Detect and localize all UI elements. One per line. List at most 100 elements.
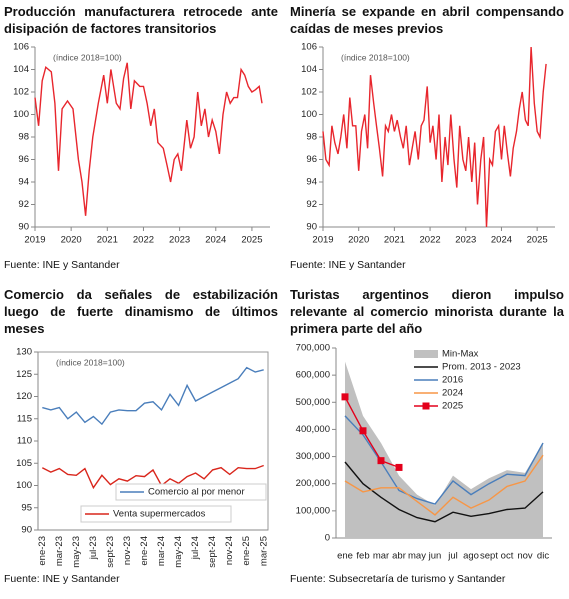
point-marker bbox=[377, 457, 385, 465]
y-tick-label: 98 bbox=[306, 132, 317, 143]
plot-frame bbox=[37, 351, 269, 531]
x-tick-label: jul bbox=[447, 551, 458, 562]
x-tick-label: ene-23 bbox=[37, 536, 48, 566]
x-tick-label: ago bbox=[463, 551, 479, 562]
legend-marker bbox=[422, 402, 430, 410]
x-tick-label: 2020 bbox=[348, 235, 369, 246]
legend-box bbox=[80, 505, 232, 523]
x-tick-label: 2022 bbox=[420, 235, 441, 246]
x-tick-label: 2024 bbox=[205, 235, 226, 246]
y-tick-label: 90 bbox=[306, 222, 317, 233]
chart-title: Producción manufacturera retrocede ante … bbox=[4, 4, 278, 36]
y-tick-label: 104 bbox=[301, 64, 317, 75]
x-tick-label: 2021 bbox=[97, 235, 118, 246]
y-tick-label: 106 bbox=[13, 42, 29, 53]
x-tick-label: ene-25 bbox=[241, 536, 252, 566]
legend-label: Comercio al por menor bbox=[148, 487, 245, 498]
y-tick-label: 95 bbox=[21, 502, 32, 513]
y-tick-label: 400,000 bbox=[296, 424, 330, 435]
y-tick-label: 90 bbox=[21, 525, 32, 536]
legend-label: 2024 bbox=[442, 388, 463, 399]
y-tick-label: 104 bbox=[13, 64, 29, 75]
x-tick-label: sept-24 bbox=[207, 536, 218, 568]
x-tick-label: mar bbox=[373, 551, 389, 562]
subtitle: (índice 2018=100) bbox=[53, 52, 122, 62]
y-tick-label: 200,000 bbox=[296, 478, 330, 489]
y-tick-label: 98 bbox=[18, 132, 29, 143]
legend-label: 2016 bbox=[442, 375, 463, 386]
x-tick-label: sept-23 bbox=[105, 536, 116, 568]
source: Fuente: INE y Santander bbox=[4, 259, 120, 271]
series-line bbox=[344, 396, 400, 469]
legend-box bbox=[115, 483, 267, 501]
x-tick-label: dic bbox=[537, 551, 549, 562]
x-tick-label: 2020 bbox=[61, 235, 82, 246]
x-tick-label: 2023 bbox=[169, 235, 190, 246]
series-line bbox=[344, 454, 544, 516]
series-line bbox=[42, 366, 264, 426]
y-tick-label: 300,000 bbox=[296, 451, 330, 462]
x-tick-label: 2019 bbox=[312, 235, 333, 246]
x-tick-label: mar-24 bbox=[156, 536, 167, 566]
y-tick-label: 105 bbox=[16, 458, 32, 469]
y-tick-label: 600,000 bbox=[296, 370, 330, 381]
series-line bbox=[41, 464, 264, 490]
y-tick-label: 92 bbox=[306, 199, 317, 210]
x-tick-label: oct bbox=[501, 551, 514, 562]
y-tick-label: 96 bbox=[306, 154, 317, 165]
legend-swatch bbox=[414, 350, 438, 358]
y-tick-label: 96 bbox=[18, 154, 29, 165]
x-tick-label: 2024 bbox=[491, 235, 512, 246]
x-tick-label: ene-24 bbox=[139, 536, 150, 566]
x-tick-label: mar-23 bbox=[54, 536, 65, 566]
x-tick-label: jun bbox=[428, 551, 442, 562]
chart-title: Comercio da señales de estabilización lu… bbox=[4, 287, 278, 336]
source: Fuente: INE y Santander bbox=[290, 259, 406, 271]
legend-label: Prom. 2013 - 2023 bbox=[442, 362, 521, 373]
y-tick-label: 94 bbox=[306, 177, 317, 188]
y-tick-label: 102 bbox=[13, 87, 29, 98]
y-tick-label: 125 bbox=[16, 369, 32, 380]
x-tick-label: 2025 bbox=[241, 235, 262, 246]
x-tick-label: jul-23 bbox=[88, 536, 99, 560]
x-tick-label: 2025 bbox=[527, 235, 548, 246]
x-tick-label: nov-24 bbox=[224, 536, 235, 565]
source: Fuente: Subsecretaría de turismo y Santa… bbox=[290, 573, 506, 585]
legend-label: Venta supermercados bbox=[113, 509, 206, 520]
legend-label: Min-Max bbox=[442, 349, 479, 360]
x-tick-label: 2023 bbox=[455, 235, 476, 246]
y-tick-label: 130 bbox=[16, 347, 32, 358]
x-tick-label: 2022 bbox=[133, 235, 154, 246]
x-tick-label: abr bbox=[392, 551, 406, 562]
series-line bbox=[322, 46, 547, 228]
x-tick-label: ene bbox=[337, 551, 353, 562]
y-tick-label: 500,000 bbox=[296, 397, 330, 408]
y-tick-label: 120 bbox=[16, 391, 32, 402]
x-tick-label: 2021 bbox=[384, 235, 405, 246]
range-area bbox=[345, 361, 543, 538]
series-line bbox=[34, 62, 263, 216]
y-tick-label: 110 bbox=[17, 436, 32, 447]
series-line bbox=[344, 461, 544, 523]
y-tick-label: 115 bbox=[17, 413, 32, 424]
y-tick-label: 106 bbox=[301, 42, 317, 53]
y-tick-label: 100,000 bbox=[296, 505, 330, 516]
y-tick-label: 94 bbox=[18, 177, 29, 188]
x-tick-label: 2019 bbox=[24, 235, 45, 246]
subtitle: (índice 2018=100) bbox=[341, 52, 410, 62]
y-tick-label: 100 bbox=[16, 480, 32, 491]
y-tick-label: 100 bbox=[301, 109, 317, 120]
x-tick-label: nov bbox=[517, 551, 533, 562]
y-tick-label: 102 bbox=[301, 87, 317, 98]
chart-title: Minería se expande en abril compensando … bbox=[290, 4, 564, 36]
y-tick-label: 0 bbox=[325, 533, 330, 544]
x-tick-label: sept bbox=[480, 551, 498, 562]
x-tick-label: mar-25 bbox=[258, 536, 269, 566]
point-marker bbox=[395, 463, 403, 471]
x-tick-label: feb bbox=[356, 551, 369, 562]
x-tick-label: jul-24 bbox=[190, 536, 201, 560]
point-marker bbox=[359, 427, 367, 435]
legend-label: 2025 bbox=[442, 401, 463, 412]
y-tick-label: 90 bbox=[18, 222, 29, 233]
